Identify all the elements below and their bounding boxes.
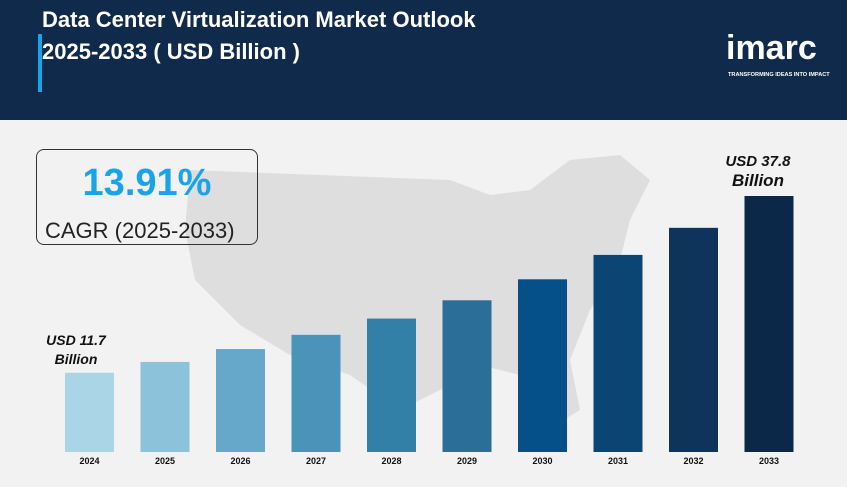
logo-tagline: TRANSFORMING IDEAS INTO IMPACT	[728, 72, 830, 78]
bar-2032	[669, 227, 718, 452]
bar-2026	[216, 349, 265, 452]
x-tick-label-2027: 2027	[306, 456, 326, 466]
start-value-annotation: USD 11.7 Billion	[40, 331, 112, 369]
bar-2033	[744, 196, 794, 452]
cagr-callout: 13.91% CAGR (2025-2033)	[36, 149, 258, 245]
title-line-2: 2025-2033 ( USD Billion )	[42, 39, 300, 64]
x-tick-label-2030: 2030	[532, 456, 552, 466]
bar-2030	[518, 279, 567, 452]
start-value-line1: USD 11.7	[46, 332, 106, 348]
x-tick-label-2032: 2032	[683, 456, 703, 466]
title-accent-bar	[38, 34, 42, 92]
bar-2031	[593, 254, 643, 452]
x-tick-label-2033: 2033	[759, 456, 779, 466]
cagr-value: 13.91%	[82, 162, 212, 204]
end-value-annotation: USD 37.8 Billion	[702, 152, 814, 190]
bar-2028	[367, 318, 416, 452]
end-value-line1: USD 37.8	[725, 153, 791, 170]
x-tick-label-2028: 2028	[381, 456, 401, 466]
end-value-line2: Billion	[732, 171, 784, 190]
start-value-line2: Billion	[54, 351, 98, 367]
cagr-label: CAGR (2025-2033)	[45, 218, 235, 243]
bar-2027	[291, 334, 341, 452]
bars-layer	[65, 196, 794, 452]
header-banner: Data Center Virtualization Market Outloo…	[0, 0, 847, 120]
imarc-logo: imarc TRANSFORMING IDEAS INTO IMPACT	[726, 28, 838, 84]
bar-2025	[140, 361, 190, 452]
x-tick-label-2026: 2026	[230, 456, 250, 466]
page-title: Data Center Virtualization Market Outloo…	[42, 4, 476, 68]
x-tick-label-2031: 2031	[608, 456, 628, 466]
x-tick-label-2029: 2029	[457, 456, 477, 466]
logo-wordmark: imarc	[726, 29, 817, 67]
bar-2024	[65, 372, 114, 452]
x-tick-label-2025: 2025	[155, 456, 175, 466]
x-tick-label-2024: 2024	[79, 456, 99, 466]
x-axis-tick-labels: 2024 2025 2026 2027 2028 2029 2030 2031 2032 2033	[79, 456, 779, 466]
bar-2029	[442, 300, 492, 452]
title-line-1: Data Center Virtualization Market Outloo…	[42, 7, 476, 32]
